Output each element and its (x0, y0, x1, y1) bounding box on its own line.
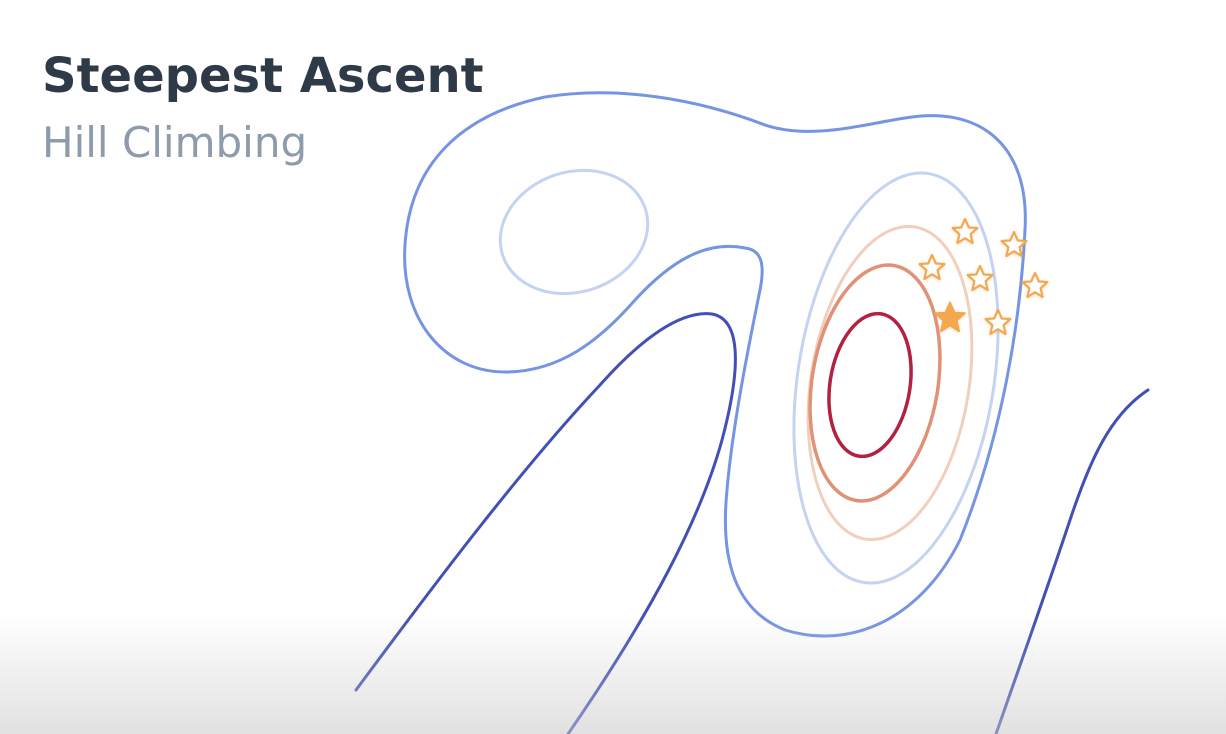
slide-subtitle: Hill Climbing (42, 118, 308, 167)
star-outline-icon (984, 308, 1012, 336)
contour-low-left (354, 312, 737, 734)
star-outline-icon (918, 253, 946, 281)
contour-main-level-1 (792, 171, 1000, 585)
star-filled-icon (934, 301, 966, 333)
contour-low-right (994, 388, 1150, 734)
star-outline-icon (1021, 271, 1049, 299)
star-outline-icon (951, 217, 979, 245)
contour-secondary-hill (498, 168, 650, 296)
contour-main-level-3 (808, 263, 942, 503)
current-position-marker (934, 301, 966, 333)
slide-title: Steepest Ascent (42, 48, 484, 104)
star-outline-icon (966, 264, 994, 292)
contour-peak (827, 311, 913, 459)
contour-outer (403, 91, 1027, 638)
